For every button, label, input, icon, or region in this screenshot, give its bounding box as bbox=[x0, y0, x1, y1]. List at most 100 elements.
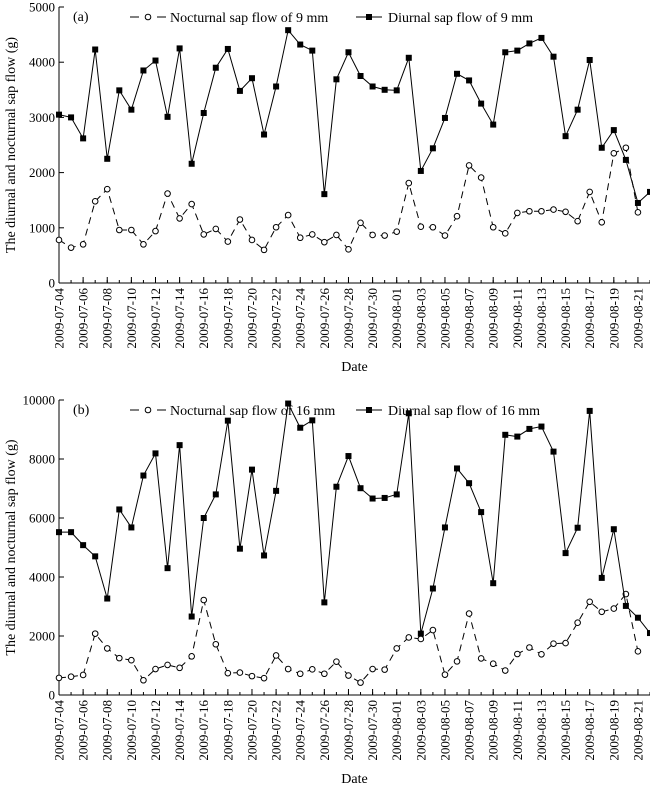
diurnal-point bbox=[212, 491, 219, 498]
x-tick-label: 2009-07-12 bbox=[148, 700, 163, 761]
nocturnal-point bbox=[103, 185, 111, 193]
x-tick-label: 2009-08-03 bbox=[413, 700, 428, 761]
diurnal-point bbox=[454, 465, 461, 472]
x-tick-label: 2009-08-21 bbox=[630, 288, 645, 349]
y-tick-label: 2000 bbox=[29, 165, 55, 180]
nocturnal-point bbox=[453, 212, 461, 220]
diurnal-point bbox=[248, 75, 255, 82]
nocturnal-point bbox=[296, 234, 304, 242]
x-tick-label: 2009-08-01 bbox=[389, 700, 404, 761]
diurnal-point bbox=[236, 87, 243, 94]
x-tick-label: 2009-07-26 bbox=[317, 288, 332, 349]
diurnal-point bbox=[502, 431, 509, 438]
diurnal-point bbox=[333, 76, 340, 83]
x-tick-label: 2009-07-14 bbox=[172, 288, 187, 349]
nocturnal-point bbox=[562, 639, 569, 647]
nocturnal-point bbox=[501, 667, 509, 674]
panel-label: (a) bbox=[73, 10, 89, 25]
diurnal-point bbox=[429, 145, 436, 152]
nocturnal-series-line bbox=[58, 592, 639, 684]
x-tick-label: 2009-07-06 bbox=[76, 700, 91, 761]
nocturnal-point bbox=[176, 215, 183, 222]
x-tick-label: 2009-08-13 bbox=[534, 288, 549, 349]
nocturnal-series bbox=[55, 144, 642, 254]
x-tick-label: 2009-07-10 bbox=[124, 700, 139, 761]
nocturnal-point bbox=[91, 198, 99, 205]
nocturnal-point bbox=[441, 232, 449, 239]
x-tick-label: 2009-07-26 bbox=[317, 700, 332, 761]
diurnal-point bbox=[610, 127, 617, 134]
x-tick-label: 2009-08-05 bbox=[437, 700, 452, 761]
nocturnal-point bbox=[634, 648, 642, 655]
diurnal-point bbox=[200, 109, 207, 116]
nocturnal-point bbox=[538, 650, 545, 658]
diurnal-point bbox=[393, 491, 400, 498]
y-tick-label: 10000 bbox=[23, 393, 56, 408]
diurnal-point bbox=[285, 27, 292, 34]
x-tick-label: 2009-07-16 bbox=[196, 700, 211, 761]
diurnal-point bbox=[128, 524, 135, 531]
nocturnal-point bbox=[140, 676, 147, 684]
legend-marker-square bbox=[366, 407, 372, 413]
diurnal-point bbox=[466, 480, 473, 487]
nocturnal-point bbox=[321, 670, 328, 678]
diurnal-point bbox=[586, 56, 593, 63]
diurnal-point bbox=[333, 483, 340, 490]
diurnal-point bbox=[441, 114, 448, 121]
y-tick-label: 5000 bbox=[29, 0, 55, 15]
x-tick-label: 2009-08-21 bbox=[630, 700, 645, 761]
diurnal-point bbox=[261, 552, 268, 559]
nocturnal-point bbox=[164, 661, 171, 669]
nocturnal-point bbox=[248, 236, 256, 244]
x-tick-label: 2009-08-15 bbox=[558, 288, 573, 349]
x-tick-label: 2009-08-01 bbox=[389, 288, 404, 349]
diurnal-point bbox=[526, 425, 533, 432]
diurnal-point bbox=[261, 131, 268, 138]
x-tick-label: 2009-07-20 bbox=[244, 288, 259, 349]
diurnal-point bbox=[381, 86, 388, 93]
diurnal-point bbox=[441, 524, 448, 531]
nocturnal-point bbox=[586, 188, 593, 196]
nocturnal-point bbox=[429, 223, 437, 231]
x-tick-label: 2009-07-08 bbox=[100, 700, 115, 761]
x-tick-label: 2009-08-11 bbox=[510, 700, 525, 760]
diurnal-point bbox=[345, 453, 352, 460]
nocturnal-point bbox=[598, 608, 606, 616]
panel-b: 0 2000 4000 6000 8000 10000 2009-07-04 2009-07-… bbox=[4, 393, 650, 787]
x-axis-label: Date bbox=[341, 360, 367, 375]
x-tick-label: 2009-08-07 bbox=[462, 288, 477, 349]
nocturnal-point bbox=[248, 672, 256, 680]
diurnal-point bbox=[550, 448, 557, 455]
nocturnal-point bbox=[634, 209, 642, 216]
legend-label-diurnal: Diurnal sap flow of 9 mm bbox=[388, 11, 533, 26]
legend-marker-square bbox=[366, 14, 372, 20]
diurnal-point bbox=[586, 407, 593, 414]
x-tick-label: 2009-07-04 bbox=[52, 288, 67, 349]
nocturnal-point bbox=[308, 231, 316, 238]
x-tick-label: 2009-07-18 bbox=[220, 700, 235, 761]
x-tick-label: 2009-08-17 bbox=[582, 700, 597, 761]
x-tick-label: 2009-07-24 bbox=[293, 288, 308, 349]
y-tick-label: 2000 bbox=[29, 629, 55, 644]
diurnal-series-line bbox=[59, 401, 650, 634]
nocturnal-point bbox=[164, 190, 171, 197]
diurnal-point bbox=[405, 410, 412, 417]
nocturnal-point bbox=[236, 669, 244, 676]
nocturnal-point bbox=[514, 209, 521, 217]
diurnal-point bbox=[56, 529, 62, 536]
diurnal-point bbox=[212, 64, 219, 71]
diurnal-point bbox=[647, 188, 650, 195]
legend-entry-nocturnal: Nocturnal sap flow of 16 mm bbox=[130, 404, 335, 419]
nocturnal-point bbox=[501, 230, 509, 237]
diurnal-point bbox=[538, 423, 545, 430]
y-tick-label: 4000 bbox=[29, 570, 55, 585]
y-tick-label: 6000 bbox=[29, 511, 55, 526]
nocturnal-point bbox=[489, 223, 497, 231]
nocturnal-point bbox=[369, 665, 376, 673]
diurnal-point bbox=[417, 167, 424, 174]
x-tick-label: 2009-08-03 bbox=[413, 288, 428, 349]
diurnal-point bbox=[405, 54, 412, 61]
x-tick-label: 2009-07-28 bbox=[341, 288, 356, 349]
legend-marker-circle bbox=[144, 406, 152, 414]
diurnal-point bbox=[152, 450, 159, 457]
